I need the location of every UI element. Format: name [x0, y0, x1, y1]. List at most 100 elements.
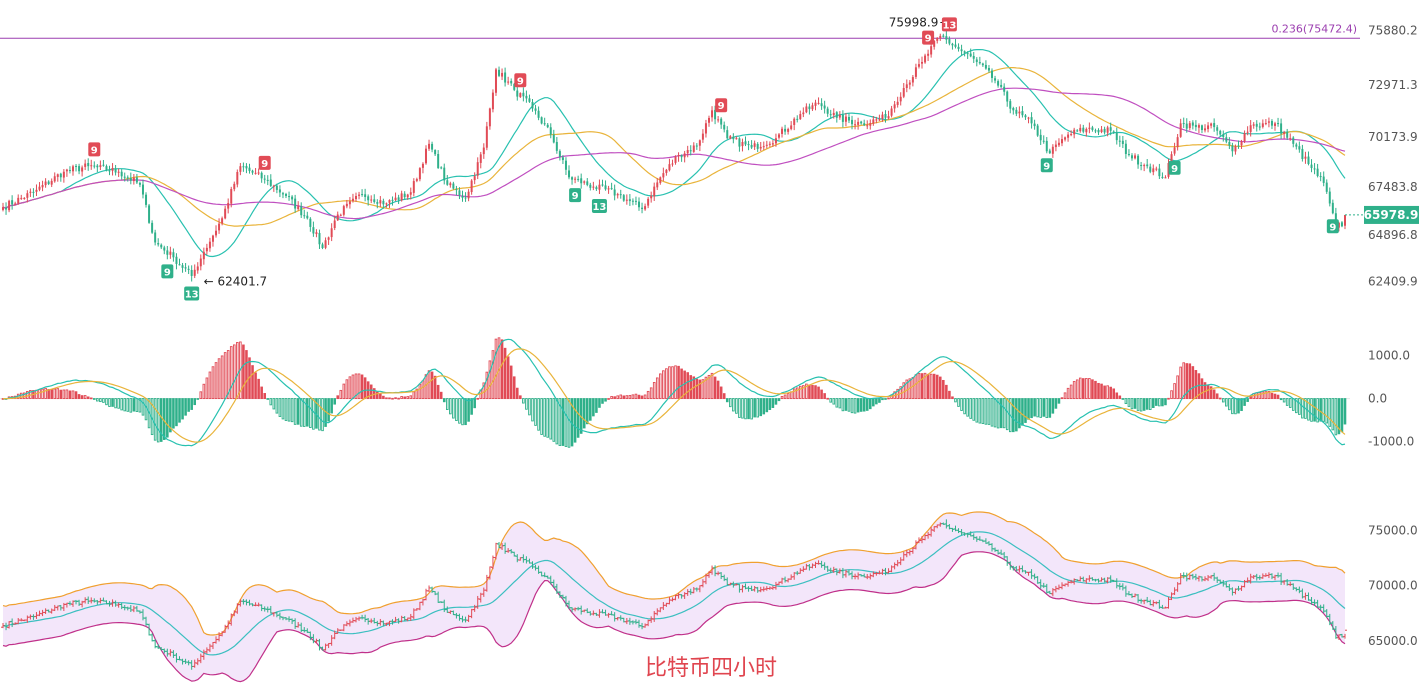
macd-histogram-bar [582, 398, 586, 429]
last-price-tag [1364, 205, 1419, 224]
macd-histogram-bar [996, 398, 1000, 429]
macd-histogram-bar [1039, 398, 1042, 418]
macd-histogram-bar [1295, 398, 1298, 414]
price-axis-tick: 72971.3 [1368, 78, 1418, 92]
candle-body [306, 215, 309, 219]
macd-histogram-bar [467, 398, 470, 422]
macd-histogram-bar [1148, 398, 1152, 410]
macd-histogram-bar [1179, 366, 1182, 400]
candle-body [732, 136, 735, 140]
macd-histogram-bar [257, 378, 260, 400]
macd-histogram-bar [1069, 384, 1073, 400]
macd-histogram-bar [491, 350, 495, 400]
macd-histogram-bar [945, 384, 948, 400]
macd-histogram-bar [601, 398, 604, 404]
candle-body [832, 112, 835, 116]
macd-histogram-bar [786, 393, 790, 400]
macd-histogram-bar [1142, 398, 1146, 411]
macd-histogram-bar [1042, 398, 1046, 417]
candle-body [23, 198, 26, 200]
candle-body [1286, 131, 1289, 138]
candle-body [1252, 124, 1255, 126]
macd-histogram-bar [470, 398, 473, 415]
td-count-badge [715, 98, 728, 113]
macd-histogram-bar [680, 368, 683, 400]
macd-histogram-bar [1085, 378, 1088, 400]
macd-histogram-bar [552, 398, 556, 442]
macd-histogram-bar [1307, 398, 1310, 421]
candle-body [470, 180, 473, 193]
candle-body [1319, 176, 1322, 178]
candle-body [793, 118, 796, 125]
macd-histogram-bar [707, 374, 711, 400]
candle-body [233, 183, 236, 190]
macd-histogram-bar [1051, 398, 1055, 414]
candle-body [787, 129, 790, 132]
macd-histogram-bar [744, 398, 747, 420]
candle-body [202, 251, 205, 260]
candle-body [1121, 140, 1124, 144]
candle-body [930, 46, 933, 55]
macd-histogram-bar [543, 398, 546, 437]
macd-histogram-bar [162, 398, 166, 440]
macd-histogram-bar [1191, 366, 1195, 400]
candle-body [902, 88, 905, 97]
macd-histogram-bar [1109, 386, 1112, 400]
macd-histogram-bar [1188, 363, 1192, 400]
candle-body [625, 199, 628, 201]
candle-body [17, 197, 20, 204]
candle-body [841, 114, 844, 122]
macd-histogram-bar [637, 394, 641, 400]
candle-body [631, 200, 634, 202]
candle-body [257, 172, 260, 174]
macd-histogram-bar [379, 393, 382, 400]
candle-body [1322, 176, 1325, 183]
macd-histogram-bar [193, 398, 197, 406]
macd-histogram-bar [771, 398, 775, 408]
macd-histogram-bar [156, 398, 160, 443]
candle-body [108, 170, 111, 172]
candle-body [354, 196, 357, 200]
macd-histogram-bar [887, 397, 890, 400]
td-count-badge [1326, 219, 1339, 234]
candle-body [300, 206, 303, 216]
candle-body [701, 133, 704, 140]
candle-body [1134, 155, 1137, 159]
candle-body [936, 37, 939, 41]
candle-body [348, 201, 351, 205]
candle-body [583, 181, 586, 183]
macd-histogram-bar [1139, 398, 1143, 412]
candle-body [440, 167, 443, 169]
macd-histogram-bar [975, 398, 979, 423]
macd-histogram-bar [1088, 378, 1091, 400]
td-count-label: 9 [1171, 164, 1178, 175]
candle-body [1237, 145, 1240, 147]
macd-histogram-bar [430, 371, 434, 400]
macd-histogram-bar [287, 398, 291, 422]
candle-body [1261, 123, 1264, 127]
candle-body [1085, 128, 1088, 133]
candle-body [491, 92, 494, 110]
candle-body [601, 184, 604, 186]
macd-histogram-bar [223, 352, 227, 400]
candle-body [81, 167, 84, 172]
macd-histogram-bar [68, 390, 72, 400]
macd-histogram-bar [242, 344, 245, 400]
candle-body [120, 171, 123, 177]
macd-histogram-bar [421, 380, 425, 400]
macd-histogram-bar [318, 398, 321, 431]
macd-histogram-bar [984, 398, 988, 425]
candle-body [549, 127, 552, 135]
candle-body [1200, 125, 1203, 130]
macd-histogram-bar [573, 398, 577, 443]
macd-histogram-bar [86, 396, 90, 400]
macd-histogram-bar [47, 388, 50, 400]
candle-body [826, 108, 829, 114]
candle-body [656, 182, 659, 188]
candle-body [358, 194, 361, 196]
candle-body [1301, 148, 1304, 160]
macd-histogram-bar [217, 358, 221, 400]
candle-body [1225, 137, 1228, 142]
macd-histogram-bar [263, 393, 266, 400]
candle-body [686, 150, 689, 154]
